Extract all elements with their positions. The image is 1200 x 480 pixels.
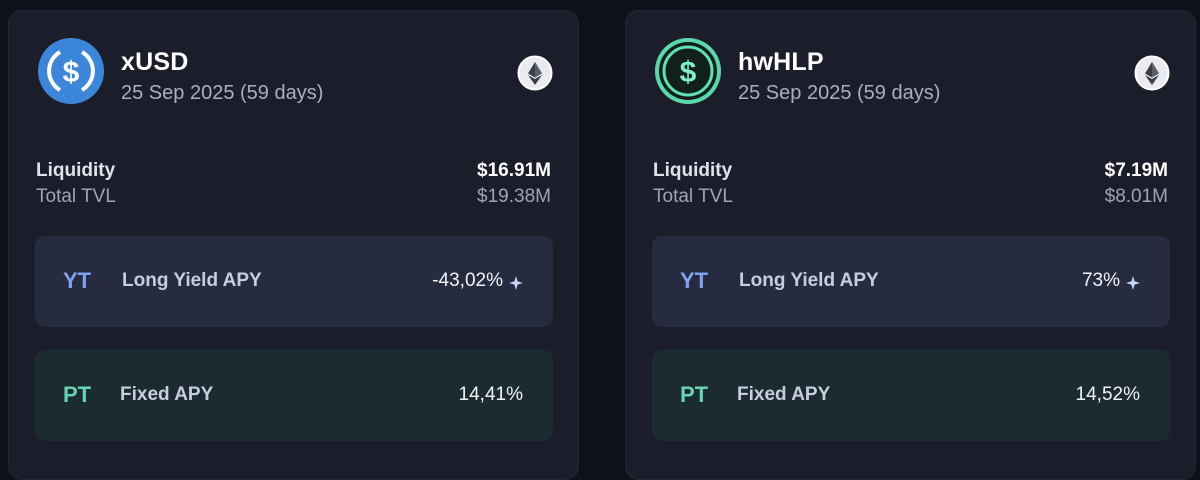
yt-long-yield-row[interactable]: YT Long Yield APY 73% — [652, 236, 1170, 327]
long-yield-apy-value: -43,02% — [432, 270, 523, 292]
svg-text:$: $ — [63, 56, 80, 89]
token-name: hwHLP — [738, 48, 824, 76]
long-yield-apy-text: -43,02% — [432, 270, 503, 291]
total-tvl-label: Total TVL — [653, 186, 733, 207]
token-name: xUSD — [121, 48, 189, 76]
ethereum-icon — [1134, 55, 1170, 91]
fixed-apy-value: 14,52% — [1075, 384, 1140, 405]
yt-badge: YT — [680, 268, 709, 293]
total-tvl-value: $8.01M — [1104, 186, 1168, 207]
pt-badge: PT — [63, 382, 92, 407]
liquidity-value: $7.19M — [1104, 160, 1168, 181]
maturity-date: 25 Sep 2025 (59 days) — [121, 82, 324, 104]
total-tvl-value: $19.38M — [477, 186, 551, 207]
fixed-apy-label: Fixed APY — [737, 384, 831, 405]
pt-badge: PT — [680, 382, 709, 407]
fixed-apy-value: 14,41% — [458, 384, 523, 405]
sparkle-icon — [509, 274, 523, 290]
maturity-date: 25 Sep 2025 (59 days) — [738, 82, 941, 104]
long-yield-apy-text: 73% — [1081, 270, 1120, 291]
liquidity-label: Liquidity — [653, 160, 733, 181]
market-card-hwhlp[interactable]: $ hwHLP 25 Sep 2025 (59 days) Liquidity … — [625, 10, 1196, 480]
ethereum-icon — [517, 55, 553, 91]
pt-fixed-apy-row[interactable]: PT Fixed APY 14,41% — [35, 350, 553, 441]
green-dollar-icon: $ — [655, 38, 721, 104]
long-yield-apy-label: Long Yield APY — [122, 270, 262, 291]
yt-badge: YT — [63, 268, 92, 293]
pt-fixed-apy-row[interactable]: PT Fixed APY 14,52% — [652, 350, 1170, 441]
sparkle-icon — [1126, 274, 1140, 290]
total-tvl-label: Total TVL — [36, 186, 116, 207]
fixed-apy-label: Fixed APY — [120, 384, 214, 405]
yt-long-yield-row[interactable]: YT Long Yield APY -43,02% — [35, 236, 553, 327]
liquidity-value: $16.91M — [477, 160, 551, 181]
market-card-xusd[interactable]: $ xUSD 25 Sep 2025 (59 days) Liquidity T… — [8, 10, 579, 480]
svg-text:$: $ — [680, 56, 697, 89]
long-yield-apy-value: 73% — [1082, 270, 1140, 292]
long-yield-apy-label: Long Yield APY — [739, 270, 879, 291]
liquidity-label: Liquidity — [36, 160, 116, 181]
usdc-dollar-icon: $ — [38, 38, 104, 104]
